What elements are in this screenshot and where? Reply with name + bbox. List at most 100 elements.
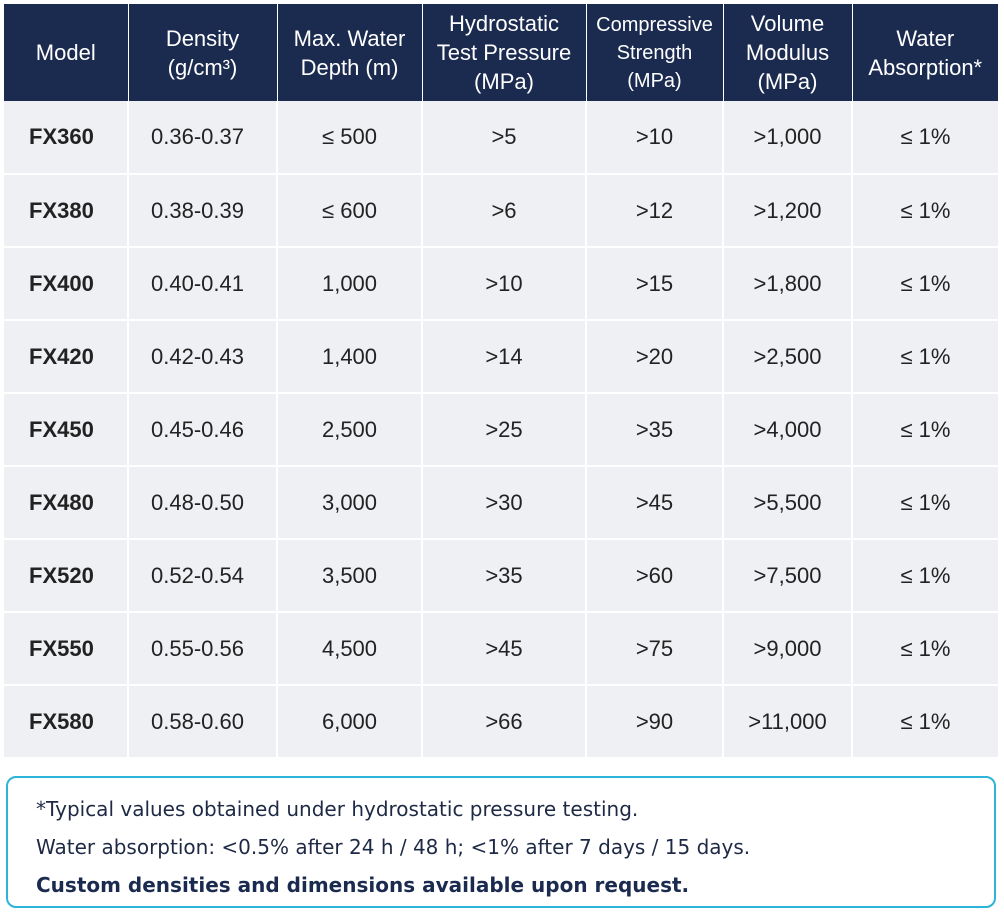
cell-max-water-depth: 1,000 — [277, 247, 423, 321]
cell-volume-modulus: >11,000 — [723, 685, 853, 759]
cell-compressive-strength: >12 — [586, 174, 724, 248]
cell-max-water-depth: ≤ 500 — [277, 101, 423, 175]
table-row: FX380 0.38-0.39 ≤ 600 >6 >12 >1,200 ≤ 1% — [4, 174, 998, 248]
header-line: (MPa) — [474, 69, 534, 94]
header-line: Density — [165, 25, 240, 51]
table-row: FX520 0.52-0.54 3,500 >35 >60 >7,500 ≤ 1… — [4, 539, 998, 613]
header-hydrostatic-test-pressure: Hydrostatic Test Pressure (MPa) — [422, 4, 587, 101]
cell-model: FX580 — [4, 685, 129, 759]
cell-water-absorption: ≤ 1% — [852, 393, 998, 467]
header-line: Max. Water — [293, 25, 406, 51]
cell-model: FX420 — [4, 320, 129, 394]
cell-volume-modulus: >1,200 — [723, 174, 853, 248]
header-line: Model — [35, 40, 96, 65]
cell-water-absorption: ≤ 1% — [852, 539, 998, 613]
cell-volume-modulus: >9,000 — [723, 612, 853, 686]
cell-max-water-depth: 2,500 — [277, 393, 423, 467]
header-volume-modulus: Volume Modulus (MPa) — [723, 4, 853, 101]
cell-model: FX550 — [4, 612, 129, 686]
table-row: FX550 0.55-0.56 4,500 >45 >75 >9,000 ≤ 1… — [4, 612, 998, 686]
cell-volume-modulus: >5,500 — [723, 466, 853, 540]
header-line: (MPa) — [757, 69, 818, 94]
cell-density: 0.52-0.54 — [128, 539, 278, 613]
table-row: FX450 0.45-0.46 2,500 >25 >35 >4,000 ≤ 1… — [4, 393, 998, 467]
cell-compressive-strength: >45 — [586, 466, 724, 540]
cell-volume-modulus: >1,800 — [723, 247, 853, 321]
table-row: FX400 0.40-0.41 1,000 >10 >15 >1,800 ≤ 1… — [4, 247, 998, 321]
cell-hydrostatic-pressure: >45 — [422, 612, 587, 686]
cell-water-absorption: ≤ 1% — [852, 247, 998, 321]
header-line: Test Pressure — [436, 40, 572, 65]
header-line: Modulus — [745, 40, 830, 65]
cell-compressive-strength: >15 — [586, 247, 724, 321]
cell-density: 0.48-0.50 — [128, 466, 278, 540]
cell-model: FX450 — [4, 393, 129, 467]
header-max-water-depth: Max. Water Depth (m) — [277, 4, 423, 101]
cell-model: FX520 — [4, 539, 129, 613]
cell-compressive-strength: >20 — [586, 320, 724, 394]
notes-box: *Typical values obtained under hydrostat… — [6, 776, 996, 908]
cell-water-absorption: ≤ 1% — [852, 466, 998, 540]
cell-compressive-strength: >10 — [586, 101, 724, 175]
table-row: FX360 0.36-0.37 ≤ 500 >5 >10 >1,000 ≤ 1% — [4, 101, 998, 175]
header-compressive-strength: Compressive Strength (MPa) — [586, 4, 724, 101]
cell-hydrostatic-pressure: >6 — [422, 174, 587, 248]
cell-max-water-depth: 6,000 — [277, 685, 423, 759]
cell-max-water-depth: ≤ 600 — [277, 174, 423, 248]
cell-density: 0.38-0.39 — [128, 174, 278, 248]
cell-water-absorption: ≤ 1% — [852, 101, 998, 175]
cell-water-absorption: ≤ 1% — [852, 612, 998, 686]
cell-volume-modulus: >1,000 — [723, 101, 853, 175]
table-row: FX580 0.58-0.60 6,000 >66 >90 >11,000 ≤ … — [4, 685, 998, 759]
header-line: Depth (m) — [300, 54, 399, 80]
cell-water-absorption: ≤ 1% — [852, 174, 998, 248]
cell-compressive-strength: >90 — [586, 685, 724, 759]
cell-compressive-strength: >60 — [586, 539, 724, 613]
cell-model: FX380 — [4, 174, 129, 248]
header-line: Absorption* — [868, 54, 983, 80]
cell-volume-modulus: >2,500 — [723, 320, 853, 394]
header-line: (MPa) — [627, 69, 682, 92]
cell-water-absorption: ≤ 1% — [852, 320, 998, 394]
cell-hydrostatic-pressure: >35 — [422, 539, 587, 613]
cell-density: 0.58-0.60 — [128, 685, 278, 759]
cell-density: 0.42-0.43 — [128, 320, 278, 394]
cell-model: FX360 — [4, 101, 129, 175]
header-line: Hydrostatic — [448, 11, 560, 36]
header-line: Water — [896, 25, 955, 51]
cell-volume-modulus: >7,500 — [723, 539, 853, 613]
cell-density: 0.40-0.41 — [128, 247, 278, 321]
table-header-row: Model Density (g/cm³) Max. Water Depth (… — [4, 4, 998, 101]
cell-hydrostatic-pressure: >5 — [422, 101, 587, 175]
cell-hydrostatic-pressure: >10 — [422, 247, 587, 321]
footnote-custom-request: Custom densities and dimensions availabl… — [36, 873, 690, 897]
header-model: Model — [4, 4, 129, 101]
table-row: FX480 0.48-0.50 3,000 >30 >45 >5,500 ≤ 1… — [4, 466, 998, 540]
cell-model: FX480 — [4, 466, 129, 540]
cell-density: 0.36-0.37 — [128, 101, 278, 175]
header-line: Volume — [750, 11, 825, 36]
header-density: Density (g/cm³) — [128, 4, 278, 101]
spec-table: Model Density (g/cm³) Max. Water Depth (… — [4, 4, 998, 759]
cell-water-absorption: ≤ 1% — [852, 685, 998, 759]
header-line: Strength — [616, 41, 693, 64]
cell-hydrostatic-pressure: >25 — [422, 393, 587, 467]
header-line: (g/cm³) — [167, 54, 238, 80]
cell-compressive-strength: >35 — [586, 393, 724, 467]
cell-density: 0.45-0.46 — [128, 393, 278, 467]
cell-density: 0.55-0.56 — [128, 612, 278, 686]
cell-hydrostatic-pressure: >14 — [422, 320, 587, 394]
cell-model: FX400 — [4, 247, 129, 321]
footnote-water-absorption: Water absorption: <0.5% after 24 h / 48 … — [36, 835, 751, 859]
table-row: FX420 0.42-0.43 1,400 >14 >20 >2,500 ≤ 1… — [4, 320, 998, 394]
cell-max-water-depth: 3,000 — [277, 466, 423, 540]
cell-hydrostatic-pressure: >66 — [422, 685, 587, 759]
cell-hydrostatic-pressure: >30 — [422, 466, 587, 540]
cell-max-water-depth: 1,400 — [277, 320, 423, 394]
footnote-typical-values: *Typical values obtained under hydrostat… — [36, 797, 639, 821]
cell-compressive-strength: >75 — [586, 612, 724, 686]
cell-max-water-depth: 4,500 — [277, 612, 423, 686]
header-line: Compressive — [596, 13, 713, 36]
header-water-absorption: Water Absorption* — [852, 4, 998, 101]
cell-volume-modulus: >4,000 — [723, 393, 853, 467]
